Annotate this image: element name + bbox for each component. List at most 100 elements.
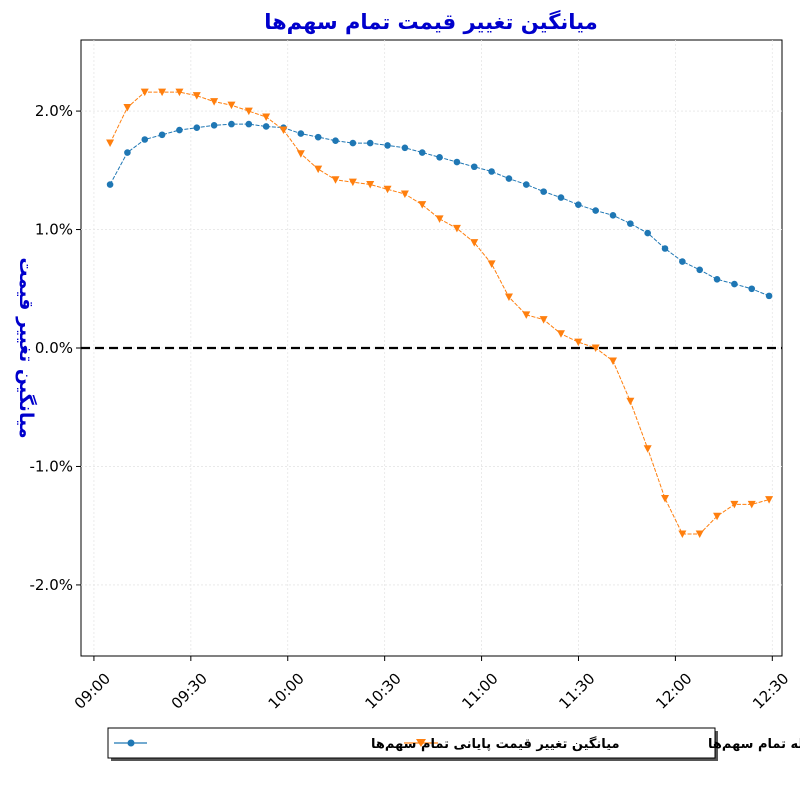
data-point: [314, 133, 322, 141]
data-point: [679, 258, 686, 265]
data-point: [678, 530, 687, 538]
y-axis-label: میانگین تغییر قیمت: [15, 257, 38, 438]
data-point: [175, 88, 184, 97]
data-point: [106, 139, 115, 148]
data-point: [643, 445, 652, 453]
data-point: [436, 153, 443, 161]
y-tick-label: -1.0%: [29, 457, 73, 475]
data-point: [418, 149, 426, 156]
data-point: [262, 123, 270, 130]
legend-label-series-2: میانگین تغییر قیمت آخرین معامله تمام سهم…: [708, 735, 800, 752]
data-point: [106, 181, 114, 188]
data-point: [713, 512, 722, 521]
data-point: [296, 150, 305, 158]
x-tick-label: 10:30: [362, 669, 405, 712]
data-point: [349, 139, 357, 147]
data-point: [522, 181, 530, 188]
data-point: [124, 149, 131, 156]
data-point: [210, 98, 219, 106]
x-tick-label: 09:30: [168, 669, 211, 712]
y-axis-ticks: -2.0% -1.0% 0.0% 1.0% 2.0%: [29, 102, 81, 594]
series-group: [106, 88, 774, 538]
data-point: [730, 500, 739, 509]
data-point: [765, 496, 774, 504]
x-tick-label: 11:30: [555, 669, 598, 712]
x-tick-label: 11:00: [458, 669, 501, 712]
data-point: [609, 212, 617, 219]
data-point: [123, 104, 132, 112]
data-point: [661, 494, 670, 503]
data-point: [522, 311, 531, 319]
data-point: [210, 121, 218, 129]
data-point: [557, 194, 565, 201]
data-point: [331, 176, 340, 184]
data-point: [661, 245, 669, 252]
data-point: [575, 201, 582, 208]
data-point: [435, 215, 444, 223]
data-point: [297, 130, 305, 137]
data-point: [228, 120, 235, 128]
data-point: [453, 158, 461, 166]
data-point: [556, 330, 565, 338]
y-tick-label: 0.0%: [35, 339, 73, 357]
data-point: [644, 229, 651, 237]
series-1: [106, 120, 773, 300]
series-2: [106, 88, 774, 538]
data-point: [470, 239, 479, 247]
data-point: [227, 101, 236, 110]
data-point: [366, 139, 374, 147]
data-point: [279, 126, 288, 135]
data-point: [488, 168, 495, 175]
legend-marker-triangle-down: [416, 739, 426, 747]
x-tick-label: 10:00: [265, 669, 308, 712]
data-point: [314, 165, 323, 174]
chart-title: میانگین تغییر قیمت تمام سهم‌ها: [264, 9, 598, 34]
data-point: [592, 207, 599, 214]
data-point: [540, 188, 547, 195]
data-point: [176, 126, 183, 134]
x-axis-ticks: 09:00 09:30 10:00 10:30 11:00 11:30 12:00 12:30: [71, 656, 792, 713]
data-point: [505, 175, 513, 182]
data-point: [539, 316, 548, 324]
x-tick-label: 12:00: [652, 669, 695, 712]
data-point: [748, 285, 756, 293]
data-point: [158, 88, 167, 97]
data-point: [384, 142, 391, 149]
data-point: [470, 163, 478, 171]
data-point: [695, 530, 704, 538]
data-point: [141, 136, 149, 143]
y-tick-label: 2.0%: [35, 102, 73, 120]
data-point: [140, 88, 149, 97]
data-point: [193, 124, 201, 131]
data-point: [452, 224, 461, 233]
data-point: [504, 293, 513, 302]
data-point: [262, 113, 271, 121]
legend-label-series-1: میانگین تغییر قیمت پایانی تمام سهم‌ها: [371, 736, 620, 752]
data-point: [348, 178, 357, 187]
data-point: [401, 144, 409, 152]
data-point: [747, 500, 756, 509]
data-point: [731, 280, 738, 288]
data-point: [400, 190, 409, 198]
legend-marker-circle: [127, 739, 135, 747]
data-point: [244, 107, 253, 116]
data-point: [245, 120, 253, 128]
x-tick-label: 12:30: [749, 669, 792, 712]
data-point: [591, 344, 600, 352]
legend-item-series-2: میانگین تغییر قیمت آخرین معامله تمام سهم…: [404, 735, 800, 752]
data-point: [713, 275, 721, 283]
x-tick-label: 09:00: [71, 669, 114, 712]
y-tick-label: -2.0%: [29, 576, 73, 594]
data-point: [765, 292, 773, 300]
data-point: [332, 137, 339, 144]
data-point: [383, 185, 392, 194]
data-point: [158, 131, 166, 139]
data-point: [627, 220, 634, 227]
data-point: [487, 260, 496, 268]
data-point: [192, 92, 201, 100]
data-point: [366, 181, 375, 189]
data-point: [626, 397, 635, 406]
data-point: [418, 201, 427, 209]
legend-item-series-1: میانگین تغییر قیمت پایانی تمام سهم‌ها: [114, 736, 620, 752]
